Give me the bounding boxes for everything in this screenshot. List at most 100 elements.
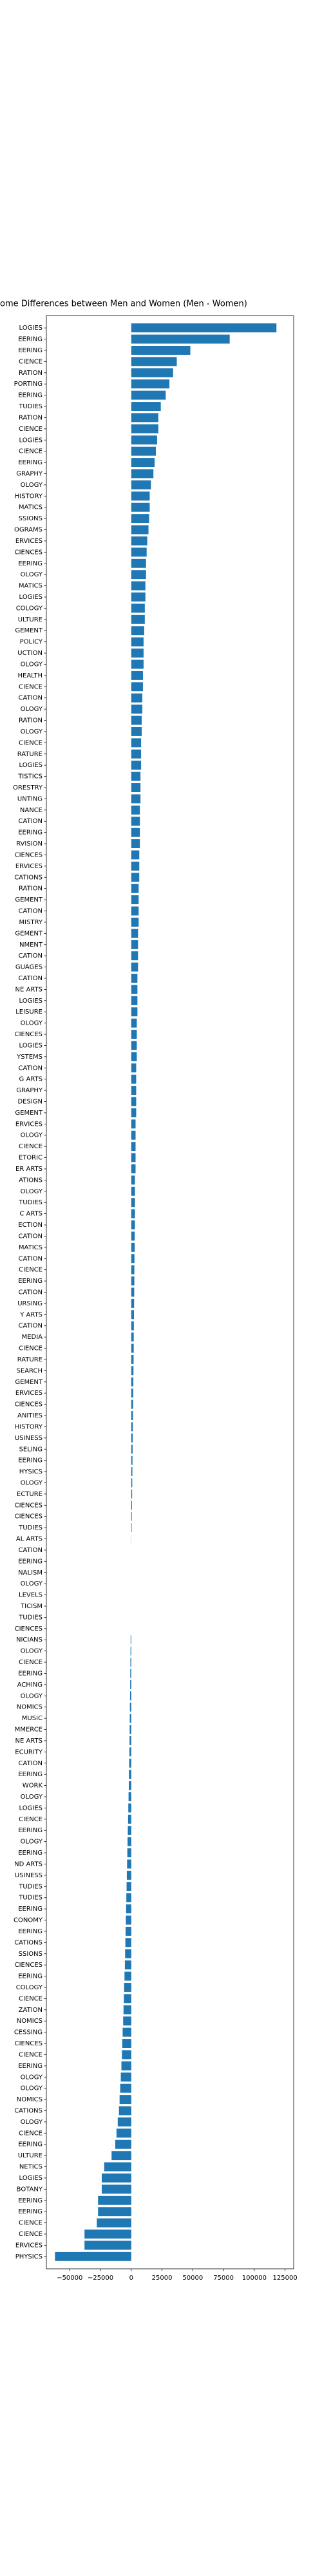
y-tick-label: USINESS bbox=[15, 1872, 43, 1879]
bar bbox=[131, 1074, 137, 1084]
y-tick-label: EERING bbox=[18, 1906, 43, 1913]
bar bbox=[131, 817, 140, 826]
y-tick-label: CESSING bbox=[14, 2029, 43, 2036]
y-tick-label: DESIGN bbox=[17, 1099, 43, 1106]
bar bbox=[129, 1691, 131, 1701]
bar bbox=[131, 1276, 135, 1286]
y-tick-label: ACHING bbox=[17, 1681, 43, 1689]
bar bbox=[122, 2027, 131, 2037]
y-tick-label: TISTICS bbox=[17, 773, 43, 781]
y-tick-label: CATION bbox=[19, 1289, 43, 1296]
bar bbox=[123, 2005, 131, 2014]
bar bbox=[131, 850, 140, 860]
bar bbox=[131, 334, 230, 344]
bar bbox=[131, 895, 139, 905]
bar bbox=[104, 2162, 131, 2172]
y-tick-label: CATION bbox=[19, 1760, 43, 1767]
y-tick-label: ERVICES bbox=[15, 2242, 43, 2249]
y-tick-label: CATION bbox=[19, 975, 43, 982]
bar bbox=[131, 1209, 135, 1218]
y-tick-label: HISTORY bbox=[15, 1423, 43, 1430]
bar bbox=[131, 649, 144, 658]
bar bbox=[131, 570, 146, 580]
bar bbox=[131, 402, 161, 411]
bar bbox=[126, 1893, 131, 1902]
bar bbox=[131, 985, 138, 994]
y-tick-label: LOGIES bbox=[19, 998, 43, 1005]
y-tick-label: PHYSICS bbox=[15, 2253, 43, 2260]
y-tick-label: CIENCE bbox=[19, 1345, 43, 1352]
y-tick-label: OLOGY bbox=[21, 1648, 43, 1655]
bar bbox=[122, 2050, 131, 2060]
y-tick-label: MEDIA bbox=[22, 1334, 43, 1341]
y-tick-label: AL ARTS bbox=[16, 1536, 43, 1543]
y-tick-label: TUDIES bbox=[18, 1614, 43, 1621]
bar bbox=[124, 1983, 131, 1992]
y-tick-label: POLICY bbox=[20, 639, 43, 646]
bar bbox=[131, 1355, 134, 1364]
y-tick-label: CATIONS bbox=[14, 874, 43, 881]
bar bbox=[129, 1714, 131, 1723]
bar bbox=[84, 2230, 131, 2239]
y-tick-label: ERVICES bbox=[15, 538, 43, 545]
bar bbox=[131, 794, 141, 804]
bar bbox=[115, 2139, 131, 2149]
bar bbox=[131, 940, 138, 949]
bar bbox=[131, 626, 144, 636]
bar bbox=[124, 1960, 131, 1970]
bar bbox=[131, 906, 139, 916]
y-tick-label: LOGIES bbox=[19, 437, 43, 444]
bar bbox=[131, 749, 142, 759]
bar bbox=[131, 491, 150, 501]
x-tick-label: −25000 bbox=[88, 2275, 113, 2282]
bar bbox=[131, 346, 191, 355]
y-tick-label: EERING bbox=[18, 829, 43, 837]
bar bbox=[131, 1153, 136, 1162]
bar bbox=[131, 861, 140, 871]
y-tick-label: GEMENT bbox=[15, 896, 43, 904]
y-tick-label: CIENCES bbox=[15, 851, 43, 858]
y-tick-label: EERING bbox=[18, 1771, 43, 1778]
bar bbox=[131, 805, 140, 815]
bar bbox=[131, 413, 158, 422]
bar bbox=[131, 1467, 133, 1477]
bar bbox=[131, 1433, 133, 1443]
bar bbox=[131, 1501, 132, 1510]
y-tick-label: ND ARTS bbox=[14, 1861, 43, 1868]
bar bbox=[131, 458, 155, 468]
bar bbox=[131, 1444, 133, 1454]
bar bbox=[131, 828, 140, 837]
y-tick-label: CATION bbox=[19, 1547, 43, 1554]
bar bbox=[128, 1837, 131, 1846]
y-tick-label: GEMENT bbox=[15, 930, 43, 937]
y-tick-label: ZATION bbox=[19, 2007, 43, 2014]
y-tick-label: LOGIES bbox=[19, 762, 43, 769]
y-tick-label: NMENT bbox=[19, 942, 43, 949]
bar bbox=[131, 1478, 133, 1488]
bar bbox=[120, 2072, 131, 2082]
bar bbox=[126, 1926, 131, 1936]
y-tick-label: MATICS bbox=[19, 504, 43, 511]
y-tick-label: OLOGY bbox=[21, 1020, 43, 1027]
bar bbox=[128, 1826, 131, 1835]
y-tick-label: NE ARTS bbox=[15, 986, 43, 993]
bar bbox=[131, 1164, 136, 1173]
y-tick-label: OLOGY bbox=[21, 1132, 43, 1139]
bar bbox=[84, 2240, 131, 2250]
y-tick-label: SSIONS bbox=[19, 1951, 43, 1958]
bar bbox=[131, 1422, 133, 1432]
y-tick-label: NE ARTS bbox=[15, 1738, 43, 1745]
y-tick-label: EERING bbox=[18, 1973, 43, 1980]
y-tick-label: OLOGY bbox=[21, 1188, 43, 1195]
chart-title: ome Differences between Men and Women (M… bbox=[0, 299, 247, 309]
y-tick-label: EERING bbox=[18, 347, 43, 354]
bar bbox=[131, 1332, 134, 1342]
y-tick-label: EERING bbox=[18, 1278, 43, 1285]
y-tick-label: EERING bbox=[18, 459, 43, 466]
y-tick-label: TUDIES bbox=[18, 1883, 43, 1890]
bar bbox=[123, 2016, 131, 2026]
y-tick-label: CIENCE bbox=[19, 1659, 43, 1666]
bar bbox=[119, 2095, 131, 2105]
y-tick-label: ANITIES bbox=[17, 1412, 43, 1419]
bar bbox=[118, 2106, 131, 2116]
